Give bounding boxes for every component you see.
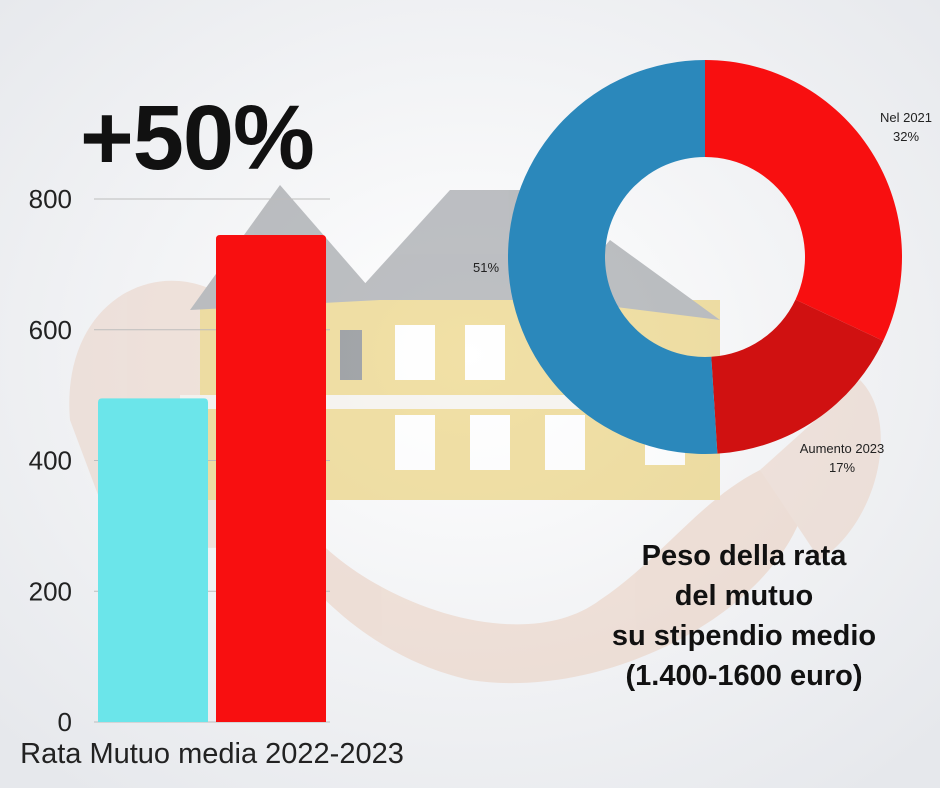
- y-tick-label: 0: [58, 707, 72, 737]
- caption-line: Peso della rata: [641, 540, 847, 572]
- caption-line: su stipendio medio: [611, 620, 877, 652]
- slice-label: Aumento 2023: [800, 441, 885, 456]
- y-tick-label: 800: [29, 184, 72, 214]
- bar-chart: 0 200 400 600 800 Rata Mutuo media 2022-2023: [20, 184, 404, 770]
- slice-label: Nel 2021: [880, 110, 932, 125]
- slice-value-label: 51%: [473, 260, 499, 275]
- donut-slice: [711, 299, 884, 454]
- slice-value-label: 32%: [893, 129, 919, 144]
- donut-slice: [507, 60, 718, 455]
- y-tick-label: 200: [29, 576, 72, 606]
- donut-chart: Nel 2021 32% Aumento 2023 17% 51%: [473, 60, 932, 475]
- x-axis-label: Rata Mutuo media 2022-2023: [20, 738, 404, 770]
- y-tick-label: 400: [29, 446, 72, 476]
- bar: [98, 398, 208, 722]
- donut-caption: Peso della rata del mutuo su stipendio m…: [548, 536, 940, 696]
- headline-percent: +50%: [80, 87, 315, 189]
- donut-slice: [705, 60, 902, 341]
- caption-line: del mutuo: [674, 580, 814, 612]
- slice-value-label: 17%: [829, 460, 855, 475]
- bar: [216, 234, 326, 723]
- y-tick-label: 600: [29, 315, 72, 345]
- caption-line: (1.400-1600 euro): [625, 660, 863, 692]
